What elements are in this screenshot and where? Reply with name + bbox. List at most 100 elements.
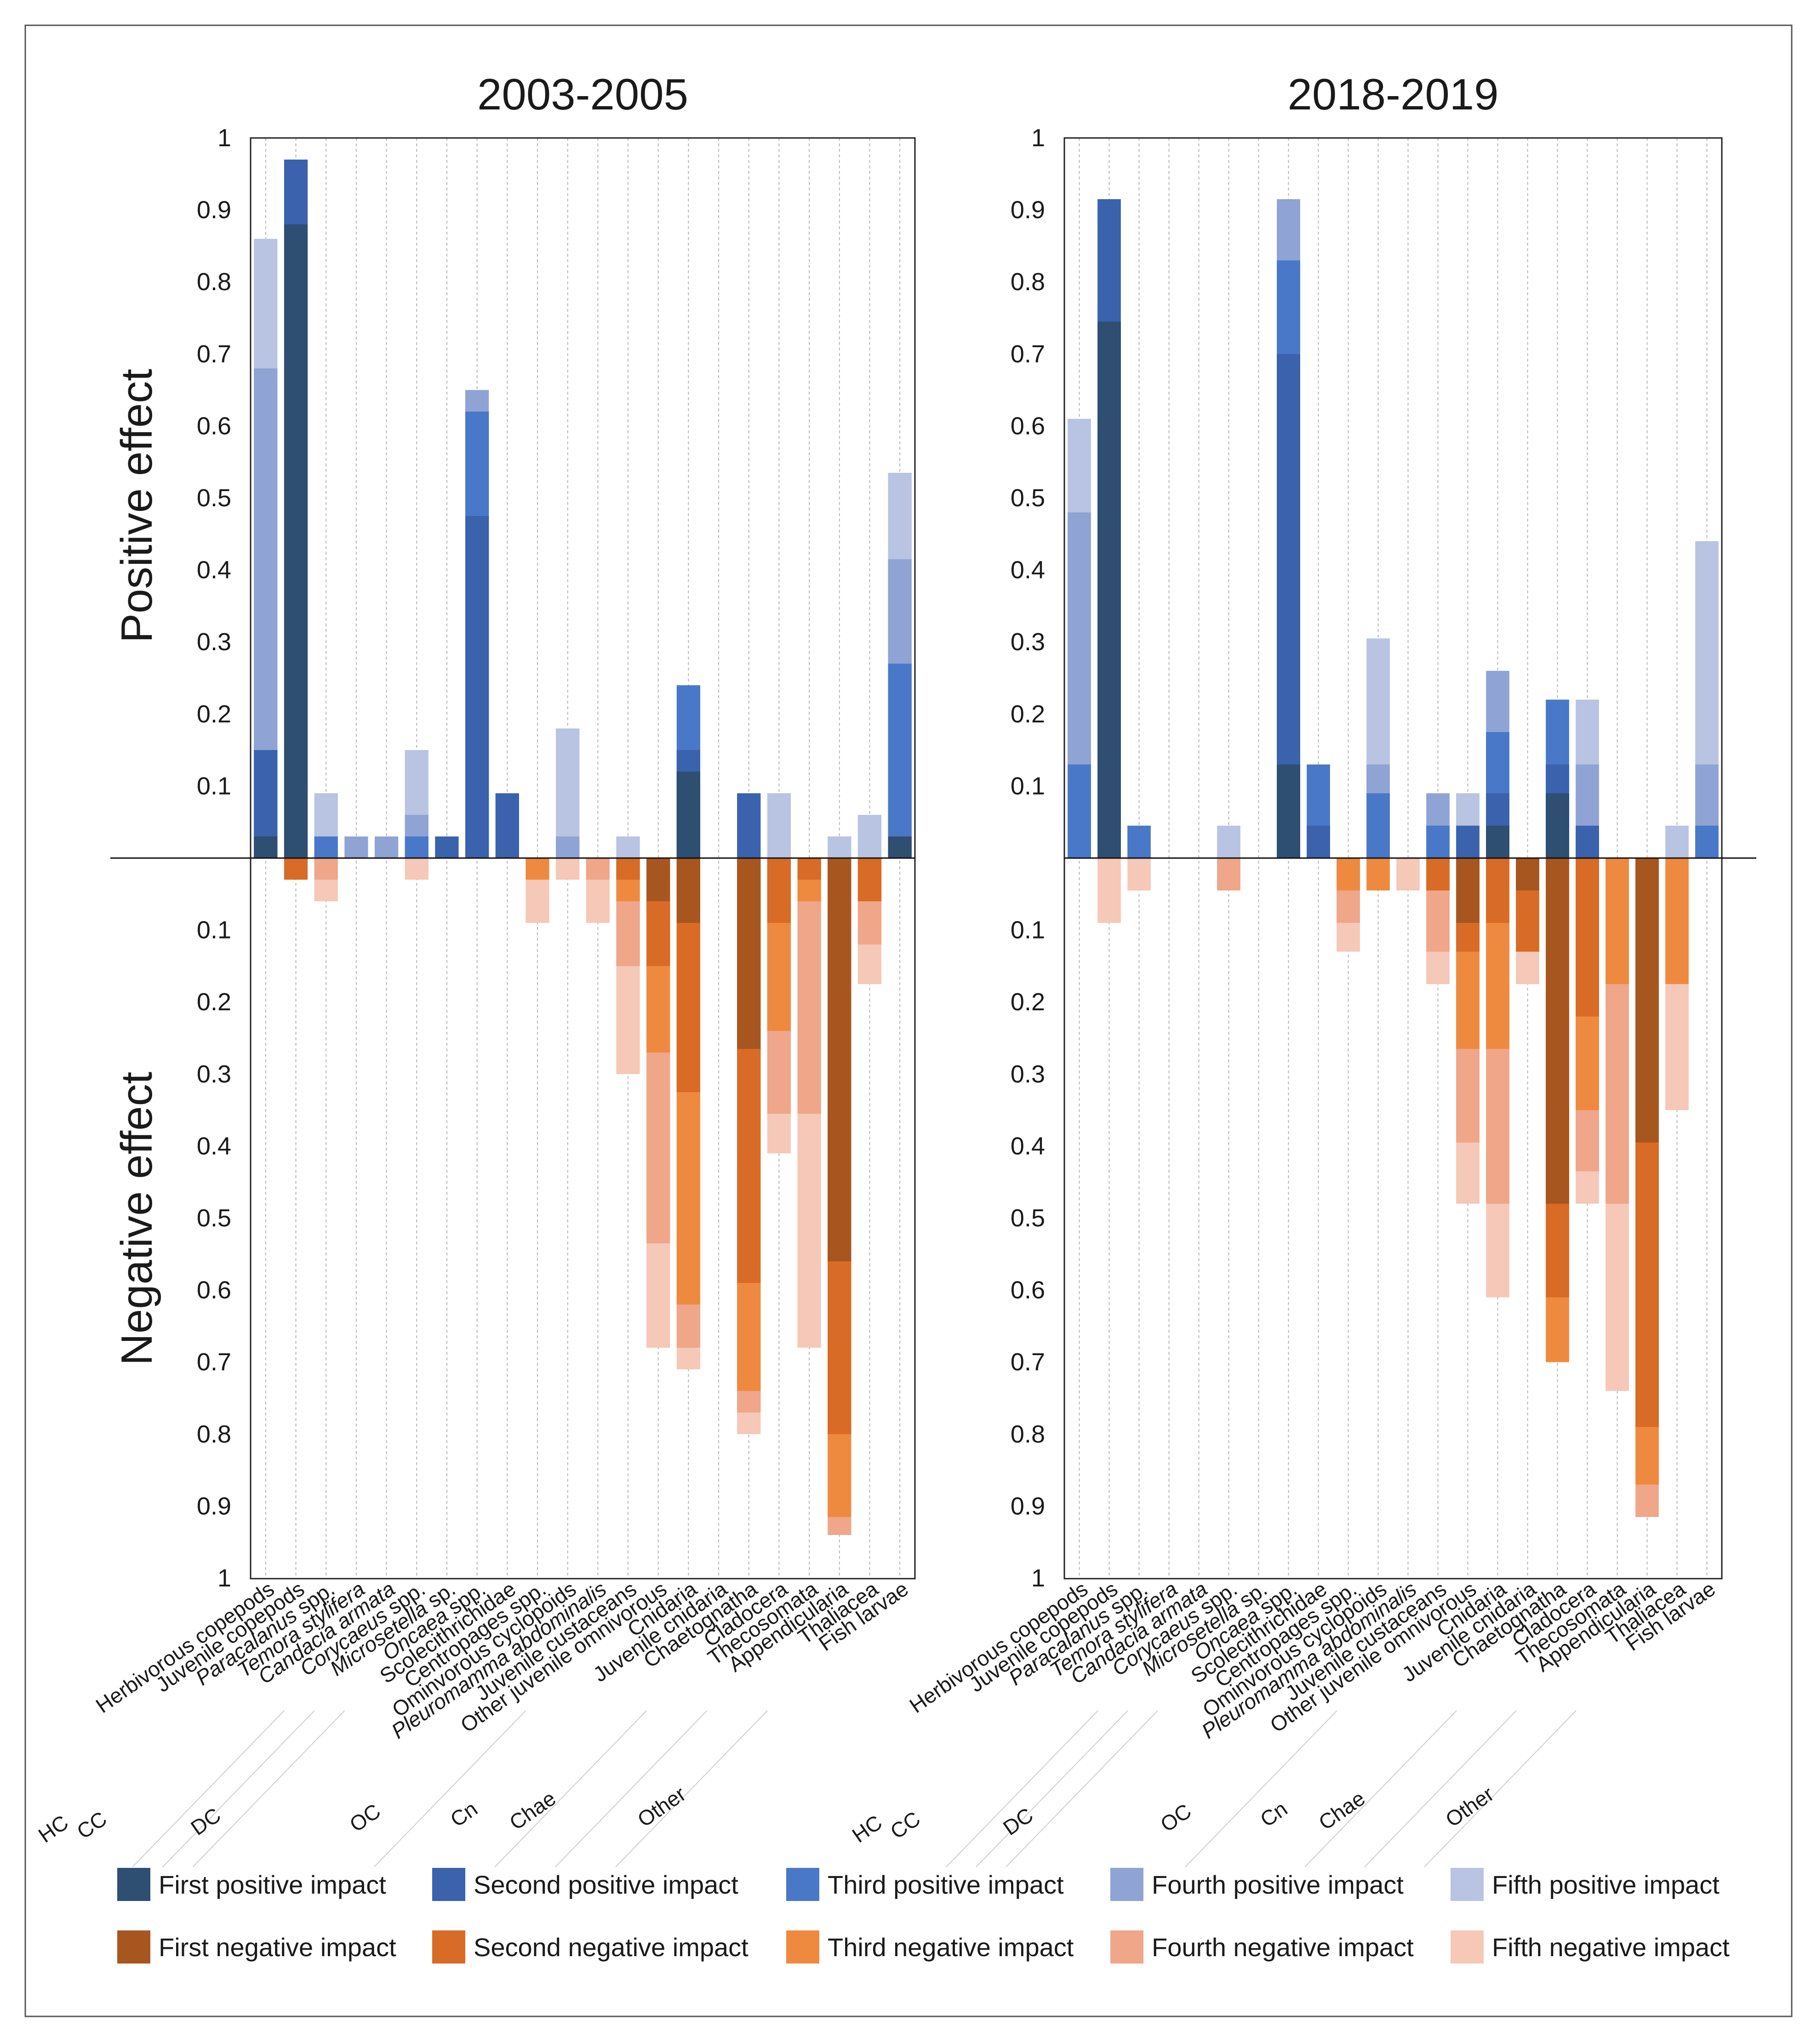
legend-swatch-negative-3: [786, 1930, 819, 1964]
legend-label: First positive impact: [159, 1870, 386, 1899]
bar-pos-1-cat-15: [1486, 825, 1509, 858]
y-tick-label-negative: 0.1: [197, 916, 231, 944]
group-separator: [554, 1710, 708, 1867]
bar-neg-3-cat-10: [1337, 858, 1360, 891]
group-label: Cn: [1256, 1797, 1291, 1832]
group-label: DC: [999, 1803, 1037, 1840]
group-label: CC: [72, 1807, 111, 1844]
y-tick-label-positive: 0.8: [1011, 268, 1045, 296]
y-tick-label-negative: 0.5: [197, 1204, 231, 1232]
bar-pos-3-cat-3: [314, 836, 338, 858]
bar-neg-1-cat-20: [1635, 858, 1659, 1143]
bar-pos-3-cat-3: [1127, 825, 1151, 858]
bar-pos-1-cat-2: [1097, 321, 1121, 858]
y-tick-label-positive: 0.2: [197, 700, 231, 728]
legend-swatch-negative-2: [432, 1930, 465, 1964]
bar-pos-2-cat-17: [737, 793, 761, 858]
group-separator: [946, 1710, 1098, 1867]
panel-2: 2018-20190.10.10.20.20.30.30.40.40.50.50…: [848, 70, 1756, 1867]
y-tick-label-positive: 0.1: [197, 772, 231, 800]
bar-neg-4-cat-12: [586, 858, 610, 880]
group-separator: [132, 1710, 285, 1867]
y-tick-label-positive: 0.4: [197, 556, 231, 584]
legend-swatch-positive-5: [1451, 1868, 1484, 1901]
group-label: OC: [345, 1799, 385, 1837]
bar-pos-3-cat-11: [1366, 793, 1390, 858]
legend-swatch-positive-1: [117, 1868, 150, 1901]
y-tick-label-positive: 0.2: [1011, 700, 1045, 728]
legend-label: Third positive impact: [828, 1870, 1064, 1899]
group-separator: [1006, 1710, 1158, 1867]
legend-label: First negative impact: [159, 1933, 396, 1962]
group-separator: [1424, 1710, 1577, 1867]
bar-pos-1-cat-8: [1277, 764, 1300, 858]
bar-pos-5-cat-13: [616, 836, 640, 858]
y-tick-label-negative: 0.3: [197, 1060, 231, 1088]
bar-neg-1-cat-14: [646, 858, 670, 901]
group-label: Other: [1441, 1782, 1498, 1832]
bar-neg-5-cat-2: [1097, 858, 1121, 923]
y-tick-label-negative: 0.7: [197, 1348, 231, 1376]
group-label: HC: [34, 1810, 73, 1848]
bar-pos-1-cat-1: [254, 836, 278, 858]
bar-pos-2-cat-9: [495, 793, 519, 858]
y-tick-label-positive: 0.7: [197, 340, 231, 368]
bar-neg-5-cat-11: [556, 858, 580, 880]
bar-neg-5-cat-6: [405, 858, 429, 880]
y-tick-label-negative: 0.7: [1011, 1348, 1045, 1376]
legend-swatch-negative-1: [117, 1930, 150, 1964]
bar-pos-2-cat-18: [1576, 825, 1599, 858]
bar-neg-2-cat-18: [1576, 858, 1599, 1017]
y-tick-label-positive: 0.3: [1011, 628, 1045, 656]
legend-label: Second negative impact: [474, 1933, 749, 1962]
bar-neg-1-cat-14: [1456, 858, 1480, 923]
legend-swatch-negative-4: [1110, 1930, 1143, 1964]
y-tick-label-negative: 1: [1031, 1564, 1045, 1592]
bar-neg-2-cat-21: [857, 858, 882, 901]
bar-pos-1-cat-22: [888, 836, 912, 858]
y-tick-label-positive: 0.7: [1011, 340, 1045, 368]
group-label: Chae: [505, 1786, 560, 1835]
group-separator: [615, 1710, 768, 1867]
group-separator: [162, 1710, 315, 1867]
bar-pos-3-cat-6: [405, 836, 429, 858]
bar-neg-2-cat-15: [1486, 858, 1509, 923]
y-axis-ticks: 0.1 0.1 0.2 0.2 0.3 0.3 0.4 0.4 0.5 0.5 0.6 0.6 0.7 0…: [1011, 124, 1045, 1592]
bar-pos-2-cat-14: [1456, 825, 1480, 858]
bar-neg-3-cat-19: [1606, 858, 1629, 985]
bar-neg-1-cat-17: [737, 858, 761, 1049]
bar-neg-3-cat-10: [526, 858, 549, 880]
bar-pos-1-cat-15: [676, 772, 701, 858]
y-tick-label-positive: 0.4: [1011, 556, 1045, 584]
legend-swatch-negative-5: [1451, 1930, 1484, 1964]
group-separator: [494, 1710, 647, 1867]
group-separator: [1364, 1710, 1517, 1867]
y-axis-label-positive: Positive effect: [112, 369, 161, 643]
bar-neg-5-cat-3: [1127, 858, 1151, 891]
y-tick-label-negative: 0.2: [1011, 988, 1045, 1016]
bar-neg-1-cat-16: [1516, 858, 1539, 891]
group-separator: [192, 1710, 345, 1867]
group-separator: [373, 1710, 526, 1867]
panel-title: 2003-2005: [477, 70, 688, 119]
bar-neg-4-cat-3: [314, 858, 338, 880]
y-tick-label-positive: 0.9: [1011, 196, 1045, 224]
legend-swatch-positive-3: [786, 1868, 819, 1901]
y-tick-label-positive: 0.5: [197, 484, 231, 512]
legend: First positive impact Second positive imp…: [117, 1868, 1730, 1964]
legend-label: Fifth negative impact: [1492, 1933, 1730, 1962]
bar-neg-2-cat-19: [797, 858, 821, 880]
legend-swatch-positive-2: [432, 1868, 465, 1901]
bar-pos-5-cat-20: [828, 836, 851, 858]
legend-label: Fourth positive impact: [1152, 1870, 1404, 1899]
group-label: HC: [848, 1810, 886, 1848]
bar-pos-5-cat-21: [857, 815, 882, 858]
y-tick-label-positive: 0.9: [197, 196, 231, 224]
bar-neg-1-cat-20: [828, 858, 851, 1261]
bar-pos-5-cat-21: [1665, 825, 1689, 858]
bar-neg-2-cat-2: [284, 858, 308, 880]
bar-pos-4-cat-11: [556, 836, 580, 858]
bar-pos-4-cat-5: [374, 836, 399, 858]
bar-pos-3-cat-22: [1695, 825, 1719, 858]
